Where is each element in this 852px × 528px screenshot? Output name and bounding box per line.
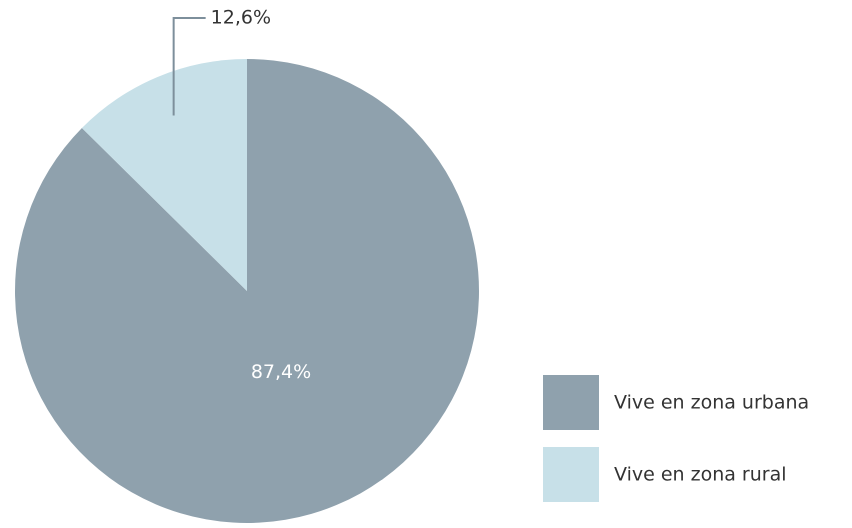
legend-label: Vive en zona rural	[614, 464, 787, 486]
slice-label: 87,4%	[251, 361, 311, 383]
pie-slice	[81, 59, 247, 291]
legend-swatch	[543, 447, 599, 502]
slice-label: 12,6%	[211, 7, 271, 29]
legend-swatch	[543, 375, 599, 430]
legend-label: Vive en zona urbana	[614, 392, 809, 414]
leader-line	[172, 17, 206, 116]
